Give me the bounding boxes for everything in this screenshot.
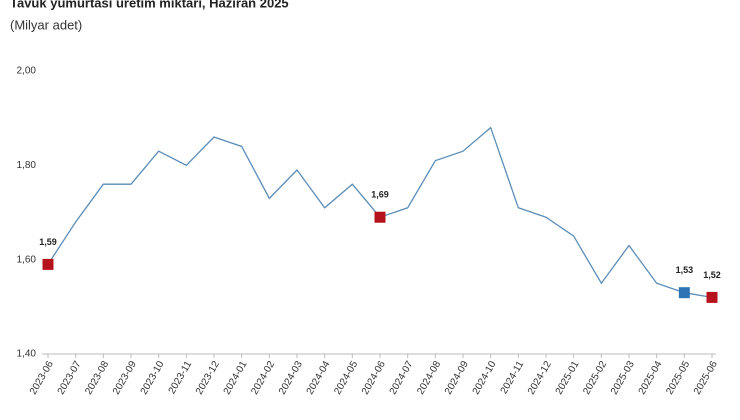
x-tick-label: 2025-03 <box>609 359 637 397</box>
marker <box>706 291 718 303</box>
marker <box>42 258 54 270</box>
x-tick-label: 2024-07 <box>388 359 416 397</box>
x-tick-label: 2025-06 <box>692 359 720 397</box>
value-label: 1,59 <box>39 237 57 247</box>
x-tick-label: 2023-06 <box>28 359 56 397</box>
x-tick-label: 2024-06 <box>360 359 388 397</box>
x-tick-label: 2024-01 <box>222 359 250 397</box>
x-tick-label: 2023-11 <box>167 359 195 396</box>
x-tick-label: 2024-09 <box>443 359 471 397</box>
x-tick-label: 2025-05 <box>664 359 692 397</box>
x-tick-label: 2025-02 <box>581 359 609 397</box>
value-label: 1,69 <box>371 190 389 200</box>
value-label: 1,53 <box>676 265 694 275</box>
x-tick-label: 2024-10 <box>471 359 499 397</box>
x-tick-label: 2023-09 <box>111 359 139 397</box>
x-tick-label: 2024-02 <box>249 359 277 397</box>
x-tick-label: 2023-08 <box>83 359 111 397</box>
x-tick-label: 2024-08 <box>415 359 443 397</box>
x-tick-label: 2024-04 <box>305 359 333 397</box>
y-tick-label: 1,80 <box>17 160 37 171</box>
x-tick-label: 2024-05 <box>332 359 360 397</box>
x-tick-label: 2023-12 <box>194 359 222 397</box>
x-tick-label: 2025-04 <box>637 359 665 397</box>
x-tick-label: 2024-11 <box>499 359 527 396</box>
y-tick-label: 2,00 <box>17 66 37 77</box>
chart-title: Tavuk yumurtası üretim miktarı, Haziran … <box>10 0 289 10</box>
x-tick-label: 2024-03 <box>277 359 305 397</box>
value-label: 1,52 <box>703 270 721 280</box>
x-tick-label: 2023-07 <box>56 359 84 397</box>
chart-subtitle: (Milyar adet) <box>10 17 82 32</box>
marker <box>678 287 690 299</box>
y-tick-label: 1,60 <box>17 254 37 265</box>
x-tick-label: 2023-10 <box>139 359 167 397</box>
x-tick-label: 2024-12 <box>526 359 554 397</box>
y-tick-label: 1,40 <box>17 349 37 360</box>
marker <box>374 211 386 223</box>
x-tick-label: 2025-01 <box>554 359 582 397</box>
